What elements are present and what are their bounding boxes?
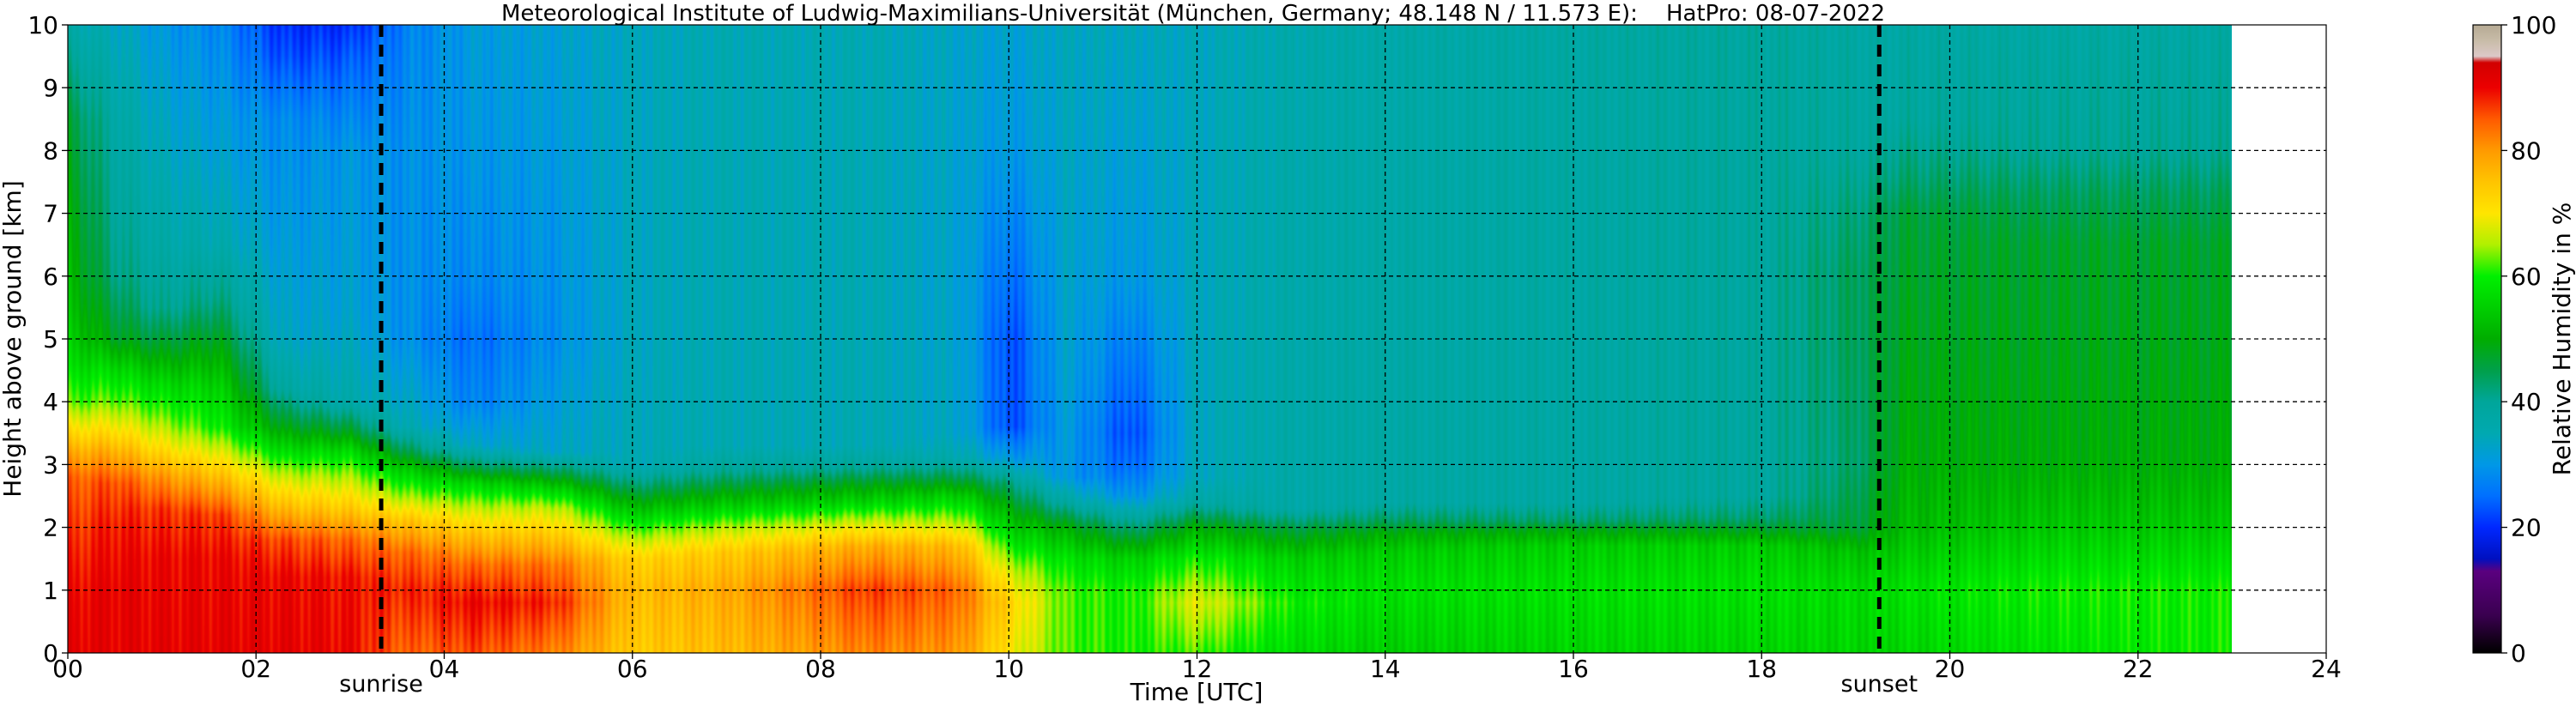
colorbar-bar <box>2472 24 2502 654</box>
colorbar-label: Relative Humidity in % <box>2548 202 2576 476</box>
colorbar-tick-label-40: 40 <box>2511 388 2542 416</box>
y-tick-label-10: 10 <box>27 11 58 39</box>
x-tick-label-02: 02 <box>240 655 271 683</box>
colorbar-tick-label-20: 20 <box>2511 514 2542 542</box>
x-tick-label-16: 16 <box>1558 655 1589 683</box>
x-tick-label-22: 22 <box>2123 655 2154 683</box>
plot-area: sunrise sunset 00 02 04 06 08 10 12 14 16 18 20 22 24… <box>27 11 2341 698</box>
x-tick-label-20: 20 <box>1935 655 1966 683</box>
y-axis-ticks: 0 1 2 3 4 5 6 7 8 9 10 <box>27 11 68 668</box>
colorbar-tick-label-60: 60 <box>2511 263 2542 291</box>
y-tick-label-4: 4 <box>43 388 58 416</box>
y-axis-label: Height above ground [km] <box>0 180 27 498</box>
event-lines: sunrise sunset <box>339 25 1918 698</box>
x-tick-label-18: 18 <box>1746 655 1777 683</box>
x-tick-label-24: 24 <box>2311 655 2342 683</box>
y-tick-label-1: 1 <box>43 577 58 605</box>
x-axis-ticks: 00 02 04 06 08 10 12 14 16 18 20 22 24 <box>52 653 2342 683</box>
chart-title: Meteorological Institute of Ludwig-Maxim… <box>501 1 1885 27</box>
colorbar-ticks: 0 20 40 60 80 100 <box>2501 11 2556 668</box>
y-tick-label-2: 2 <box>43 514 58 542</box>
y-tick-label-8: 8 <box>43 136 58 165</box>
x-tick-label-08: 08 <box>805 655 836 683</box>
x-tick-label-00: 00 <box>52 655 83 683</box>
y-tick-label-3: 3 <box>43 450 58 479</box>
colorbar-tick-label-100: 100 <box>2511 11 2556 39</box>
y-tick-label-7: 7 <box>43 200 58 228</box>
x-tick-label-12: 12 <box>1182 655 1213 683</box>
y-tick-label-9: 9 <box>43 74 58 102</box>
y-tick-label-6: 6 <box>43 263 58 291</box>
colorbar-tick-label-80: 80 <box>2511 136 2542 165</box>
y-tick-label-0: 0 <box>43 639 58 668</box>
x-tick-label-06: 06 <box>617 655 648 683</box>
vline-label-sunrise: sunrise <box>339 671 423 698</box>
x-tick-label-14: 14 <box>1370 655 1401 683</box>
colorbar-tick-label-0: 0 <box>2511 639 2526 668</box>
x-tick-label-10: 10 <box>993 655 1024 683</box>
grid-lines <box>68 25 2326 653</box>
y-tick-label-5: 5 <box>43 325 58 354</box>
x-tick-label-04: 04 <box>429 655 460 683</box>
vline-label-sunset: sunset <box>1841 671 1918 698</box>
colorbar: 0 20 40 60 80 100 Relative Humidity in % <box>2472 11 2576 668</box>
x-axis-label: Time [UTC] <box>1130 678 1264 706</box>
